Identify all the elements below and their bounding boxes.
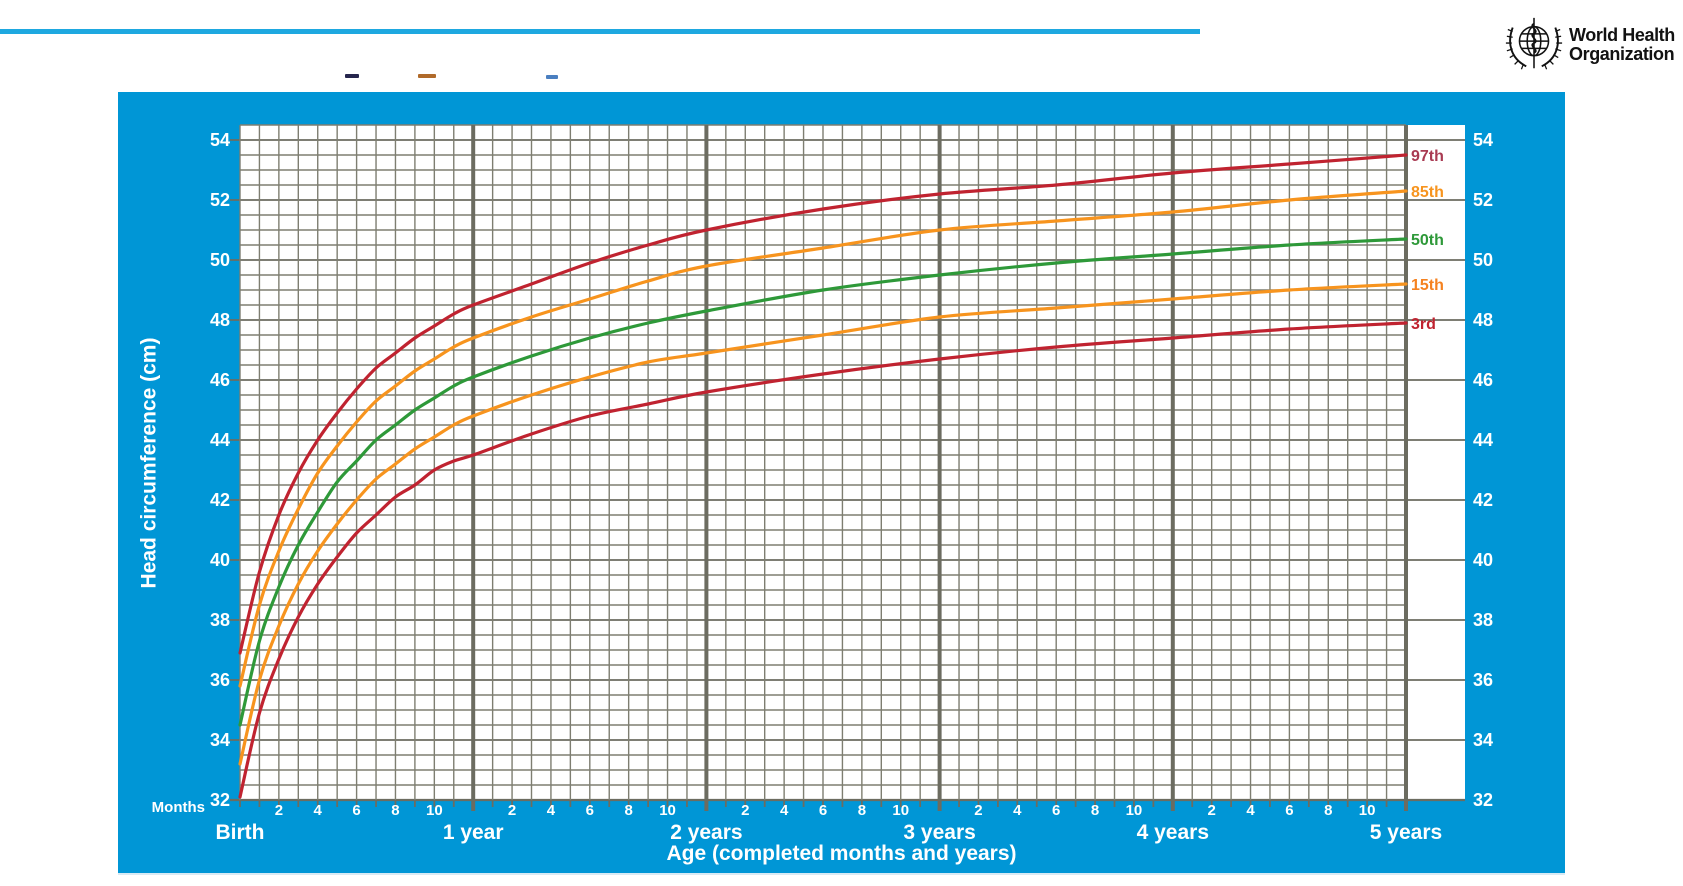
x-month-tick-40: 4: [1013, 802, 1022, 819]
y-tick-left-52: 52: [209, 190, 230, 210]
y-tick-right-40: 40: [1473, 550, 1494, 570]
y-tick-left-34: 34: [209, 730, 230, 750]
y-tick-left-38: 38: [209, 610, 230, 630]
x-month-tick-44: 8: [1090, 802, 1100, 819]
y-tick-left-32: 32: [209, 790, 230, 810]
cropped-title-fragment: [418, 74, 436, 78]
who-logo: World Health Organization: [1503, 12, 1683, 78]
who-logo-text: World Health Organization: [1569, 26, 1675, 64]
x-month-tick-20: 8: [624, 802, 633, 819]
percentile-curve-3rd: [238, 321, 1408, 799]
who-emblem-icon: [1505, 17, 1563, 70]
x-axis-title: Age (completed months and years): [666, 842, 1017, 865]
y-tick-right-50: 50: [1473, 250, 1494, 270]
plot-area: 97th 85th 50th 15th 3rd: [230, 124, 1465, 811]
who-logo-line2: Organization: [1569, 44, 1675, 64]
x-month-tick-58: 10: [1358, 802, 1376, 819]
cropped-title-fragment: [546, 75, 558, 79]
x-month-tick-32: 8: [857, 802, 867, 819]
x-year-label-3: 3 years: [903, 821, 976, 844]
x-month-tick-2: 2: [274, 802, 284, 819]
x-month-tick-28: 4: [779, 802, 789, 819]
y-tick-right-48: 48: [1473, 310, 1494, 330]
chart-panel: Head circumference (cm) 97th 85th 50th 15th…: [118, 92, 1565, 875]
y-tick-right-34: 34: [1473, 730, 1494, 750]
percentile-label-15th: 15th: [1411, 277, 1444, 294]
x-month-tick-8: 8: [391, 802, 400, 819]
percentile-curve-50th: [238, 237, 1408, 727]
y-axis-title-wrap: Head circumference (cm): [132, 125, 166, 800]
y-tick-left-40: 40: [209, 550, 230, 570]
y-tick-right-38: 38: [1473, 610, 1494, 630]
y-tick-left-36: 36: [209, 670, 230, 690]
y-tick-left-50: 50: [209, 250, 230, 270]
x-month-tick-16: 4: [546, 802, 556, 819]
y-tick-left-46: 46: [209, 370, 230, 390]
x-year-label-4: 4 years: [1136, 821, 1209, 844]
x-month-tick-56: 8: [1324, 802, 1333, 819]
x-month-tick-52: 4: [1246, 802, 1255, 819]
y-tick-left-44: 44: [209, 430, 230, 450]
x-year-label-5: 5 years: [1369, 821, 1443, 844]
x-month-tick-4: 4: [313, 802, 322, 819]
y-tick-right-32: 32: [1473, 790, 1494, 810]
x-month-tick-14: 2: [507, 802, 517, 819]
x-month-tick-50: 2: [1207, 802, 1216, 819]
x-month-tick-38: 2: [974, 802, 983, 819]
percentile-label-3rd: 3rd: [1411, 316, 1436, 333]
x-month-tick-22: 10: [659, 802, 676, 819]
percentile-label-97th: 97th: [1411, 148, 1444, 165]
months-axis-label: Months: [151, 799, 205, 816]
y-tick-left-54: 54: [209, 130, 230, 150]
y-tick-right-36: 36: [1473, 670, 1494, 690]
x-month-tick-18: 6: [585, 802, 594, 819]
who-logo-line1: World Health: [1569, 25, 1675, 45]
y-tick-right-46: 46: [1473, 370, 1494, 390]
y-tick-right-42: 42: [1473, 490, 1494, 510]
x-month-tick-10: 10: [425, 802, 443, 819]
x-year-label-1: 1 year: [442, 821, 504, 844]
x-month-tick-30: 6: [818, 802, 828, 819]
y-tick-right-54: 54: [1473, 130, 1494, 150]
x-month-tick-34: 10: [892, 802, 910, 819]
header-rule: [0, 29, 1200, 34]
x-year-label-0: Birth: [215, 821, 265, 844]
y-tick-left-42: 42: [209, 490, 230, 510]
x-month-tick-26: 2: [741, 802, 750, 819]
percentile-curve-15th: [238, 282, 1408, 766]
y-tick-right-44: 44: [1473, 430, 1494, 450]
x-month-tick-54: 6: [1285, 802, 1294, 819]
y-tick-right-52: 52: [1473, 190, 1494, 210]
percentile-curve-85th: [238, 189, 1408, 688]
x-month-tick-6: 6: [352, 802, 361, 819]
percentile-label-50th: 50th: [1411, 232, 1444, 249]
percentile-chart-svg: 97th 85th 50th 15th 3rd: [230, 124, 1465, 811]
percentile-label-85th: 85th: [1411, 184, 1444, 201]
cropped-title-fragment: [345, 74, 359, 78]
percentile-curve-97th: [238, 153, 1408, 655]
y-tick-left-48: 48: [209, 310, 230, 330]
x-month-tick-46: 10: [1125, 802, 1143, 819]
x-month-tick-42: 6: [1052, 802, 1061, 819]
x-year-label-2: 2 years: [670, 821, 743, 844]
